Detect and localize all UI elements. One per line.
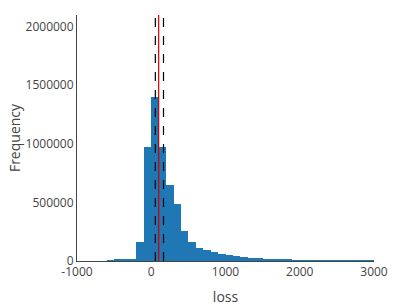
svg-text:2000000: 2000000 [26, 18, 74, 35]
svg-text:0: 0 [148, 263, 155, 280]
svg-text:loss: loss [213, 287, 239, 306]
svg-text:1000: 1000 [212, 263, 240, 280]
svg-text:-1000: -1000 [61, 263, 92, 280]
svg-text:2000: 2000 [286, 263, 314, 280]
svg-text:500000: 500000 [32, 194, 73, 211]
svg-text:0: 0 [67, 252, 74, 269]
svg-text:1500000: 1500000 [26, 76, 74, 93]
svg-text:1000000: 1000000 [26, 135, 74, 152]
svg-text:Frequency: Frequency [5, 103, 24, 172]
svg-text:3000: 3000 [360, 263, 388, 280]
